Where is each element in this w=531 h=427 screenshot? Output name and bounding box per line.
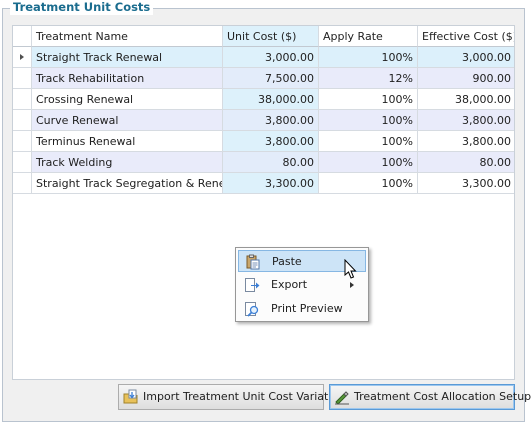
column-header-unit-cost[interactable]: Unit Cost ($) bbox=[223, 26, 319, 47]
table-row[interactable]: Straight Track Segregation & Renewal 3,3… bbox=[13, 173, 514, 194]
row-indicator-arrow-icon bbox=[20, 54, 24, 60]
treatment-name-cell[interactable]: Terminus Renewal bbox=[32, 131, 223, 152]
allocation-setup-icon bbox=[335, 391, 349, 405]
row-indicator bbox=[13, 110, 32, 131]
column-header-apply-rate[interactable]: Apply Rate bbox=[319, 26, 418, 47]
row-indicator bbox=[13, 47, 32, 68]
menu-item-label: Paste bbox=[272, 255, 302, 268]
menu-item-paste[interactable]: Paste bbox=[238, 250, 366, 272]
treatment-name-cell[interactable]: Straight Track Renewal bbox=[32, 47, 223, 68]
treatment-name-cell[interactable]: Track Rehabilitation bbox=[32, 68, 223, 89]
row-indicator bbox=[13, 89, 32, 110]
row-indicator bbox=[13, 68, 32, 89]
import-button-label: Import Treatment Unit Cost Variation bbox=[143, 390, 346, 403]
treatment-name-cell[interactable]: Curve Renewal bbox=[32, 110, 223, 131]
effective-cost-cell[interactable]: 38,000.00 bbox=[418, 89, 514, 110]
table-row[interactable]: Track Welding 80.00 100% 80.00 bbox=[13, 152, 514, 173]
effective-cost-cell[interactable]: 3,300.00 bbox=[418, 173, 514, 194]
menu-item-label: Print Preview bbox=[271, 302, 343, 315]
grid-context-menu: Paste Export Print Preview bbox=[235, 247, 369, 322]
treatment-costs-grid[interactable]: Treatment Name Unit Cost ($) Apply Rate … bbox=[12, 25, 515, 380]
table-row[interactable]: Track Rehabilitation 7,500.00 12% 900.00 bbox=[13, 68, 514, 89]
submenu-arrow-icon bbox=[350, 282, 354, 288]
effective-cost-cell[interactable]: 3,800.00 bbox=[418, 110, 514, 131]
menu-item-label: Export bbox=[271, 278, 308, 291]
import-icon bbox=[123, 389, 138, 404]
mouse-pointer-icon bbox=[344, 259, 357, 279]
menu-item-print-preview[interactable]: Print Preview bbox=[238, 298, 366, 320]
effective-cost-cell[interactable]: 3,800.00 bbox=[418, 131, 514, 152]
apply-rate-cell[interactable]: 100% bbox=[319, 173, 418, 194]
treatment-name-cell[interactable]: Crossing Renewal bbox=[32, 89, 223, 110]
apply-rate-cell[interactable]: 100% bbox=[319, 89, 418, 110]
row-indicator bbox=[13, 131, 32, 152]
row-indicator-header bbox=[13, 26, 32, 47]
apply-rate-cell[interactable]: 100% bbox=[319, 152, 418, 173]
row-indicator bbox=[13, 152, 32, 173]
row-indicator bbox=[13, 173, 32, 194]
table-row[interactable]: Straight Track Renewal 3,000.00 100% 3,0… bbox=[13, 47, 514, 68]
import-treatment-unit-cost-variation-button[interactable]: Import Treatment Unit Cost Variation bbox=[118, 384, 345, 410]
export-icon bbox=[245, 278, 260, 292]
table-row[interactable]: Curve Renewal 3,800.00 100% 3,800.00 bbox=[13, 110, 514, 131]
table-row[interactable]: Terminus Renewal 3,800.00 100% 3,800.00 bbox=[13, 131, 514, 152]
apply-rate-cell[interactable]: 100% bbox=[319, 110, 418, 131]
apply-rate-cell[interactable]: 100% bbox=[319, 47, 418, 68]
print-preview-icon bbox=[245, 302, 259, 317]
effective-cost-cell[interactable]: 3,000.00 bbox=[418, 47, 514, 68]
unit-cost-cell[interactable]: 3,000.00 bbox=[223, 47, 319, 68]
menu-item-export[interactable]: Export bbox=[238, 274, 366, 296]
grid-header-row: Treatment Name Unit Cost ($) Apply Rate … bbox=[13, 26, 514, 47]
treatment-name-cell[interactable]: Straight Track Segregation & Renewal bbox=[32, 173, 223, 194]
treatment-name-cell[interactable]: Track Welding bbox=[32, 152, 223, 173]
unit-cost-cell[interactable]: 80.00 bbox=[223, 152, 319, 173]
column-header-treatment-name[interactable]: Treatment Name bbox=[32, 26, 223, 47]
unit-cost-cell[interactable]: 3,300.00 bbox=[223, 173, 319, 194]
unit-cost-cell[interactable]: 3,800.00 bbox=[223, 110, 319, 131]
unit-cost-cell[interactable]: 38,000.00 bbox=[223, 89, 319, 110]
table-row[interactable]: Crossing Renewal 38,000.00 100% 38,000.0… bbox=[13, 89, 514, 110]
treatment-cost-allocation-setup-button[interactable]: Treatment Cost Allocation Setup bbox=[329, 384, 531, 410]
effective-cost-cell[interactable]: 80.00 bbox=[418, 152, 514, 173]
apply-rate-cell[interactable]: 100% bbox=[319, 131, 418, 152]
unit-cost-cell[interactable]: 3,800.00 bbox=[223, 131, 319, 152]
column-header-effective-cost[interactable]: Effective Cost ($) bbox=[418, 26, 514, 47]
group-title: Treatment Unit Costs bbox=[10, 0, 154, 15]
effective-cost-cell[interactable]: 900.00 bbox=[418, 68, 514, 89]
paste-icon bbox=[246, 254, 260, 270]
apply-rate-cell[interactable]: 12% bbox=[319, 68, 418, 89]
unit-cost-cell[interactable]: 7,500.00 bbox=[223, 68, 319, 89]
allocation-button-label: Treatment Cost Allocation Setup bbox=[354, 390, 531, 403]
